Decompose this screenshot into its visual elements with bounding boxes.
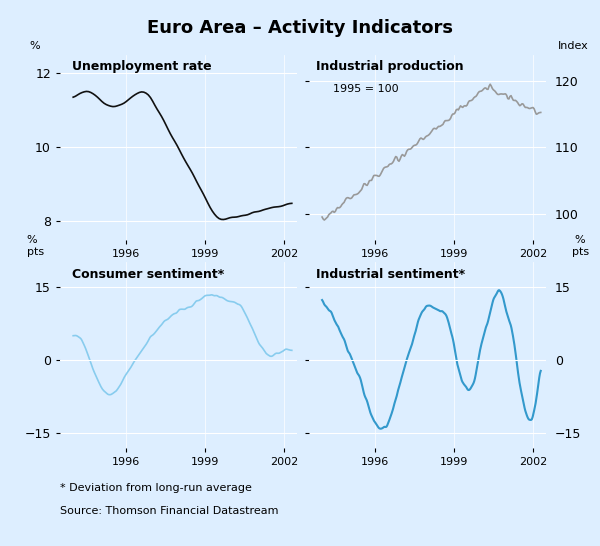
- Text: %: %: [29, 41, 40, 51]
- Text: 1995 = 100: 1995 = 100: [332, 84, 398, 94]
- Text: Euro Area – Activity Indicators: Euro Area – Activity Indicators: [147, 19, 453, 37]
- Text: Industrial production: Industrial production: [316, 60, 464, 73]
- Text: % 
pts: % pts: [572, 235, 589, 257]
- Text: % 
pts: % pts: [27, 235, 44, 257]
- Text: Source: Thomson Financial Datastream: Source: Thomson Financial Datastream: [60, 506, 278, 516]
- Text: Consumer sentiment*: Consumer sentiment*: [72, 268, 224, 281]
- Text: Unemployment rate: Unemployment rate: [72, 60, 211, 73]
- Text: Index: Index: [558, 41, 589, 51]
- Text: Industrial sentiment*: Industrial sentiment*: [316, 268, 465, 281]
- Text: * Deviation from long-run average: * Deviation from long-run average: [60, 483, 252, 493]
